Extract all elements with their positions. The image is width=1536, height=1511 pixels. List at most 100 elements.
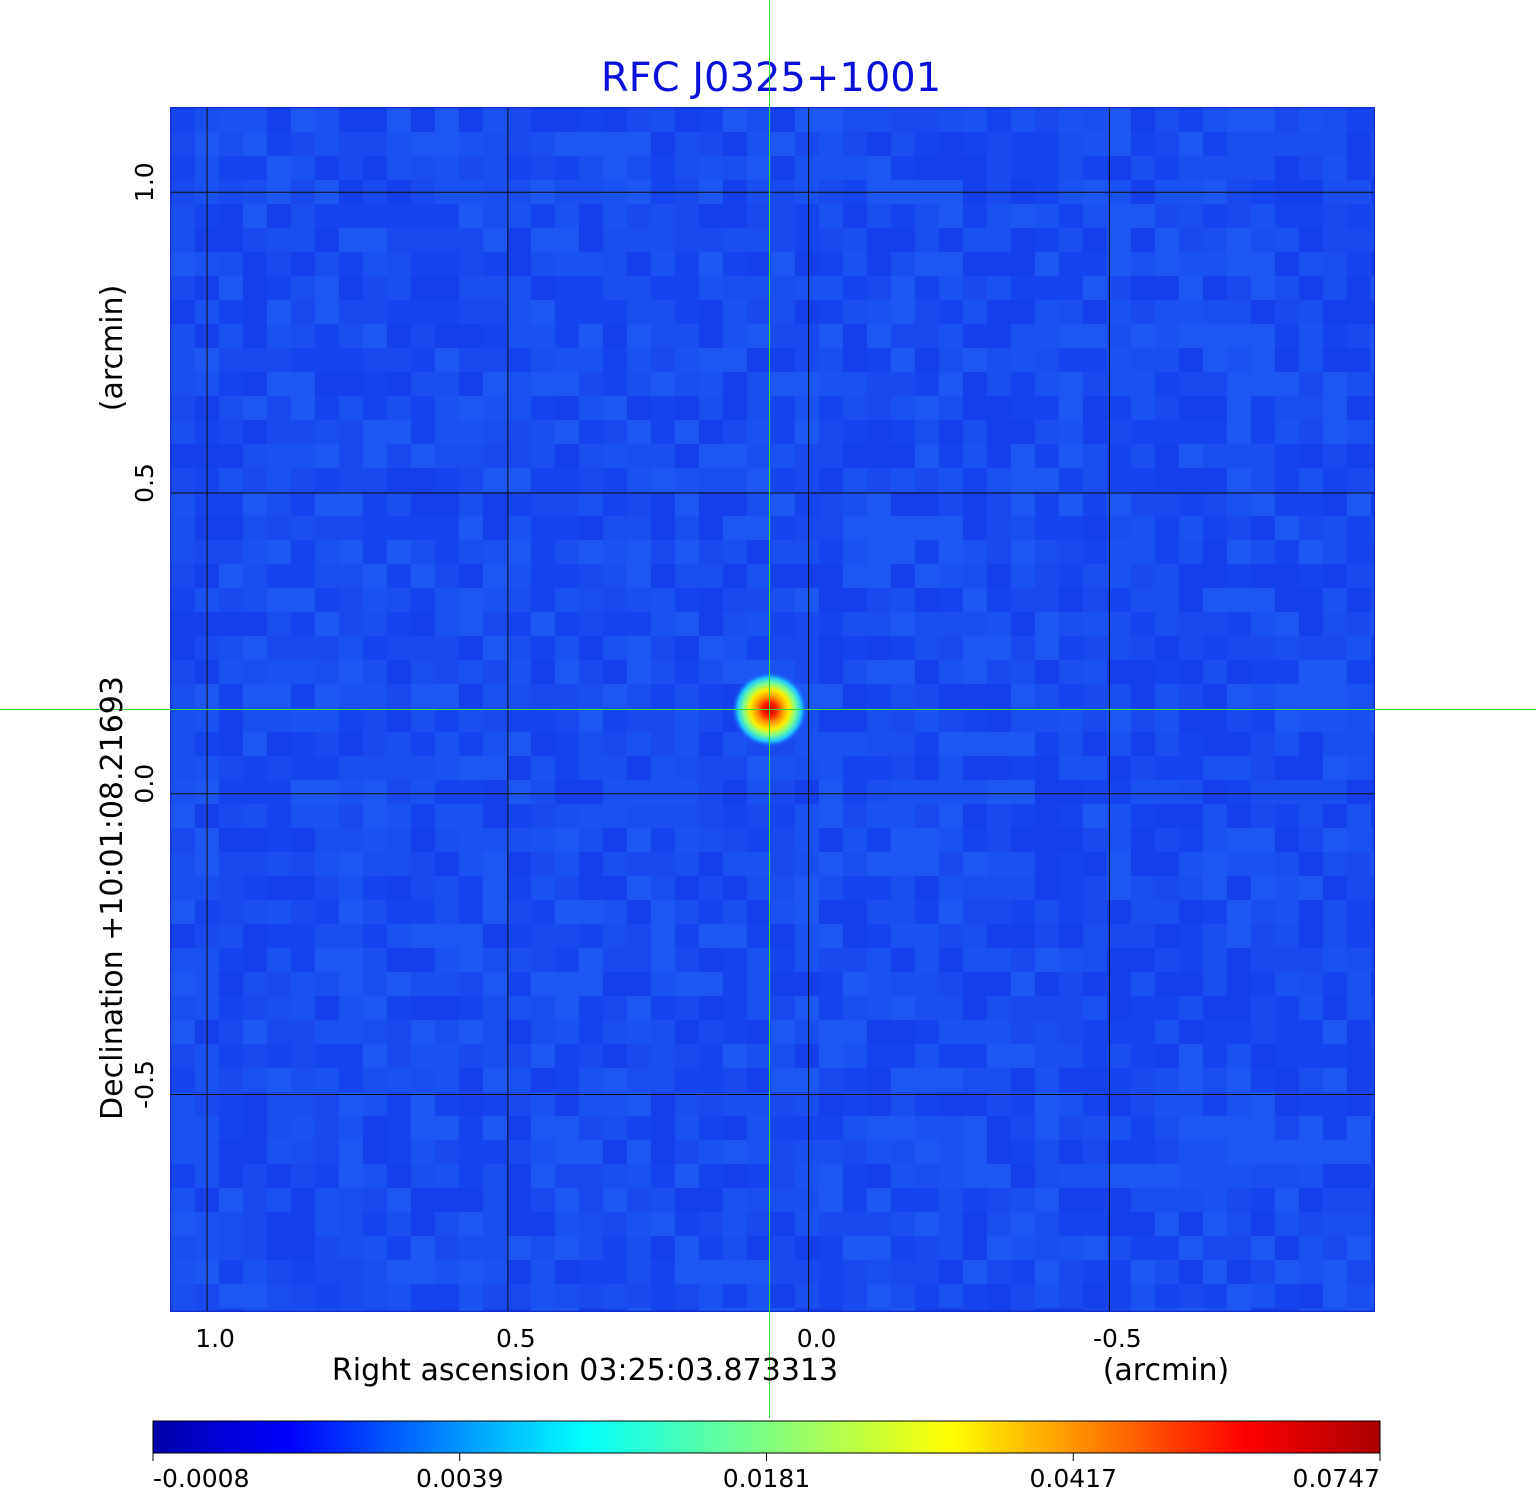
noise-cell: [243, 684, 267, 708]
noise-cell: [1155, 564, 1179, 588]
noise-cell: [1083, 492, 1107, 516]
noise-cell: [315, 1068, 339, 1092]
noise-cell: [1155, 516, 1179, 540]
noise-cell: [651, 1236, 675, 1260]
noise-cell: [1203, 204, 1227, 228]
noise-cell: [675, 252, 699, 276]
noise-cell: [459, 564, 483, 588]
noise-cell: [891, 1164, 915, 1188]
noise-cell: [1203, 948, 1227, 972]
noise-cell: [723, 300, 747, 324]
noise-cell: [915, 1236, 939, 1260]
noise-cell: [867, 996, 891, 1020]
noise-cell: [1251, 612, 1275, 636]
noise-cell: [651, 876, 675, 900]
noise-cell: [171, 1212, 195, 1236]
noise-cell: [1155, 132, 1179, 156]
noise-cell: [1011, 612, 1035, 636]
noise-cell: [1179, 540, 1203, 564]
noise-cell: [1203, 1212, 1227, 1236]
noise-cell: [1347, 588, 1371, 612]
noise-cell: [1011, 396, 1035, 420]
noise-cell: [1347, 1212, 1371, 1236]
noise-cell: [483, 876, 507, 900]
noise-cell: [435, 804, 459, 828]
noise-cell: [483, 156, 507, 180]
noise-cell: [243, 1236, 267, 1260]
noise-cell: [339, 756, 363, 780]
noise-cell: [291, 396, 315, 420]
noise-cell: [1059, 204, 1083, 228]
noise-cell: [1155, 228, 1179, 252]
noise-cell: [579, 492, 603, 516]
noise-cell: [1155, 396, 1179, 420]
noise-cell: [387, 948, 411, 972]
noise-cell: [1107, 252, 1131, 276]
noise-cell: [603, 444, 627, 468]
noise-cell: [699, 420, 723, 444]
noise-cell: [507, 1284, 531, 1308]
noise-cell: [387, 540, 411, 564]
noise-cell: [507, 564, 531, 588]
noise-cell: [1155, 204, 1179, 228]
noise-cell: [1299, 252, 1323, 276]
noise-cell: [267, 1020, 291, 1044]
noise-cell: [891, 252, 915, 276]
noise-cell: [603, 972, 627, 996]
noise-cell: [699, 396, 723, 420]
noise-cell: [291, 1212, 315, 1236]
noise-cell: [1131, 444, 1155, 468]
noise-cell: [795, 228, 819, 252]
noise-cell: [843, 1020, 867, 1044]
noise-cell: [699, 204, 723, 228]
noise-cell: [291, 516, 315, 540]
noise-cell: [1347, 324, 1371, 348]
noise-cell: [843, 948, 867, 972]
noise-cell: [1107, 1188, 1131, 1212]
noise-cell: [819, 396, 843, 420]
noise-cell: [387, 204, 411, 228]
noise-cell: [171, 156, 195, 180]
noise-cell: [1275, 1020, 1299, 1044]
noise-cell: [867, 420, 891, 444]
noise-cell: [459, 948, 483, 972]
noise-cell: [723, 852, 747, 876]
noise-cell: [555, 132, 579, 156]
noise-cell: [483, 1260, 507, 1284]
noise-cell: [891, 108, 915, 132]
noise-cell: [819, 132, 843, 156]
noise-cell: [627, 1308, 651, 1311]
noise-cell: [651, 564, 675, 588]
noise-cell: [771, 420, 795, 444]
noise-cell: [1323, 1284, 1347, 1308]
noise-cell: [867, 564, 891, 588]
noise-cell: [507, 396, 531, 420]
noise-cell: [219, 348, 243, 372]
noise-cell: [675, 972, 699, 996]
noise-cell: [1203, 156, 1227, 180]
noise-cell: [1347, 468, 1371, 492]
noise-cell: [795, 420, 819, 444]
noise-cell: [603, 852, 627, 876]
noise-cell: [651, 252, 675, 276]
noise-cell: [603, 588, 627, 612]
noise-cell: [675, 324, 699, 348]
noise-cell: [555, 828, 579, 852]
noise-cell: [483, 396, 507, 420]
noise-cell: [627, 1212, 651, 1236]
noise-cell: [1299, 612, 1323, 636]
noise-cell: [603, 324, 627, 348]
noise-cell: [435, 540, 459, 564]
noise-cell: [843, 1092, 867, 1116]
noise-cell: [411, 324, 435, 348]
noise-cell: [315, 1308, 339, 1311]
noise-cell: [579, 204, 603, 228]
noise-cell: [267, 300, 291, 324]
noise-cell: [1035, 252, 1059, 276]
noise-cell: [1371, 636, 1374, 660]
noise-cell: [1347, 996, 1371, 1020]
noise-cell: [1227, 612, 1251, 636]
noise-cell: [1227, 276, 1251, 300]
noise-cell: [1347, 1164, 1371, 1188]
noise-cell: [339, 348, 363, 372]
